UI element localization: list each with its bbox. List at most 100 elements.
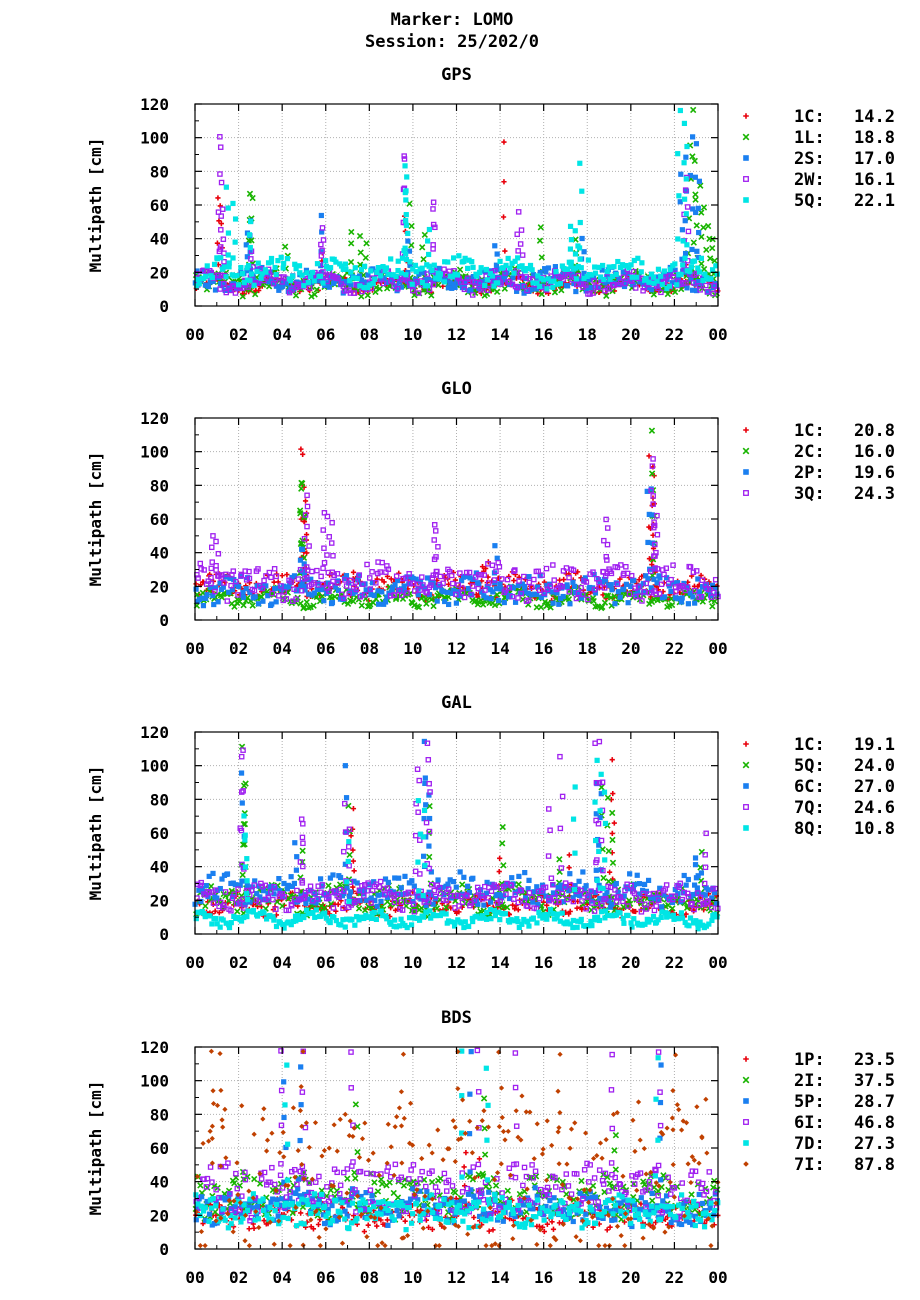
data-point	[289, 287, 295, 294]
data-point	[611, 264, 617, 270]
data-point	[234, 908, 241, 915]
data-point	[384, 594, 390, 600]
legend-marker	[742, 761, 750, 769]
legend-value: 22.1	[854, 191, 895, 211]
data-point	[395, 891, 401, 897]
data-point	[303, 907, 310, 913]
data-point	[263, 583, 269, 589]
data-point	[585, 596, 591, 603]
data-point	[554, 915, 560, 921]
data-point	[709, 582, 716, 588]
data-point	[475, 280, 481, 286]
data-point	[240, 747, 246, 753]
data-point	[519, 263, 525, 269]
data-point	[331, 256, 337, 262]
data-point	[214, 895, 220, 901]
data-point	[702, 852, 708, 858]
data-point	[607, 869, 613, 875]
data-point	[491, 283, 497, 289]
data-point	[457, 570, 463, 576]
y-axis-label: Multipath [cm]	[86, 766, 105, 901]
data-point	[500, 862, 507, 869]
data-point	[356, 572, 363, 578]
data-point	[305, 280, 311, 286]
x-tick-label: 00	[185, 953, 204, 972]
data-point	[497, 581, 503, 587]
data-point	[410, 287, 416, 294]
data-point	[263, 573, 269, 579]
data-point	[230, 255, 236, 261]
data-point	[301, 570, 308, 576]
data-point	[312, 914, 318, 920]
data-point	[617, 576, 623, 582]
data-point	[462, 919, 468, 925]
data-point	[512, 906, 518, 912]
data-point	[364, 285, 371, 291]
data-point	[664, 575, 670, 581]
data-point	[309, 568, 315, 575]
data-point	[193, 586, 199, 592]
data-point	[456, 253, 462, 259]
data-point	[493, 568, 499, 575]
data-point	[571, 280, 577, 287]
data-point	[646, 511, 652, 518]
data-point	[231, 891, 237, 898]
data-point	[475, 585, 482, 592]
data-point	[393, 273, 399, 279]
data-point	[570, 895, 576, 901]
data-point	[572, 850, 578, 856]
data-point	[606, 286, 613, 292]
data-point	[307, 274, 314, 280]
data-point	[449, 285, 455, 291]
data-point	[688, 276, 694, 282]
data-point	[564, 273, 571, 280]
data-point	[415, 798, 421, 804]
data-point	[609, 859, 617, 866]
data-point	[548, 278, 554, 284]
data-point	[318, 253, 325, 259]
data-point	[193, 915, 199, 922]
data-point	[557, 273, 563, 280]
data-point	[310, 269, 316, 276]
data-point	[466, 889, 473, 896]
data-point	[597, 895, 603, 901]
data-point	[605, 847, 612, 855]
data-point	[552, 264, 559, 270]
data-point	[424, 271, 431, 277]
data-point	[602, 892, 608, 899]
x-tick-label: 10	[403, 325, 422, 344]
data-point	[257, 266, 264, 272]
data-point	[602, 915, 608, 921]
data-point	[429, 267, 435, 274]
data-point	[698, 255, 705, 261]
data-point	[607, 594, 615, 601]
data-point	[256, 899, 262, 905]
data-point	[496, 564, 503, 570]
data-point	[265, 890, 271, 897]
data-point	[346, 826, 353, 833]
series-5q	[194, 107, 720, 292]
data-point	[298, 1210, 304, 1216]
data-point	[415, 581, 421, 587]
data-point	[354, 275, 360, 282]
data-point	[224, 871, 231, 877]
data-point	[214, 256, 220, 262]
data-point	[381, 579, 387, 585]
data-point	[379, 559, 385, 566]
data-point	[568, 237, 575, 243]
data-point	[235, 592, 241, 598]
data-point	[604, 794, 612, 801]
data-point	[688, 264, 695, 270]
data-point	[298, 816, 305, 822]
data-point	[217, 244, 224, 250]
data-point	[607, 1224, 613, 1230]
data-point	[650, 456, 656, 462]
data-point	[640, 887, 646, 893]
data-point	[216, 910, 222, 916]
data-point	[626, 265, 632, 271]
data-point	[417, 587, 423, 593]
data-point	[430, 246, 436, 252]
data-point	[499, 823, 506, 831]
data-point	[428, 869, 434, 875]
